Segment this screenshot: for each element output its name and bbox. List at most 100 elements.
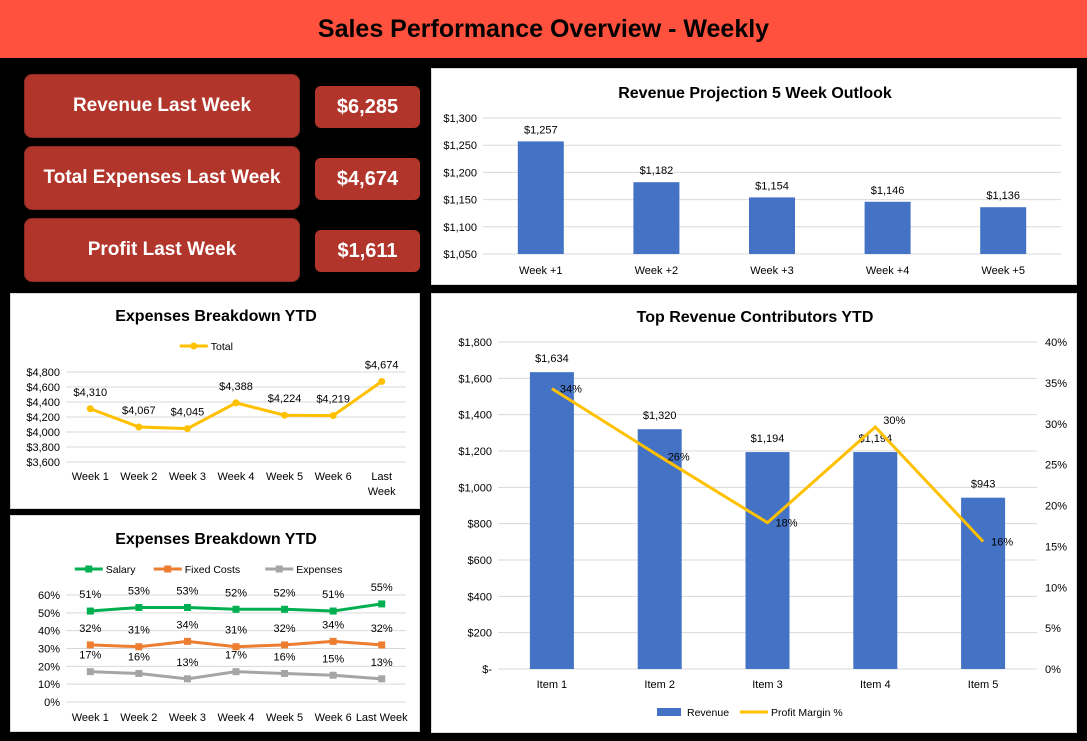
x-tick-label: Week 6 [315, 471, 352, 483]
y-tick-label: $1,200 [458, 446, 492, 458]
chart-title: Expenses Breakdown YTD [115, 531, 317, 548]
data-label: 18% [776, 518, 798, 530]
profit-margin-line [551, 387, 985, 543]
data-label: 55% [371, 582, 393, 594]
chart-title: Top Revenue Contributors YTD [637, 309, 874, 326]
y-tick-label: $4,800 [26, 367, 60, 379]
data-label: 53% [128, 585, 150, 597]
expenses-percent-svg: Expenses Breakdown YTD 0% 10% 20% 30% 40% 50% 6… [38, 531, 408, 724]
data-label: $4,388 [219, 381, 253, 393]
y-tick-label: $1,800 [458, 337, 492, 349]
x-tick-label: Week 4 [217, 471, 254, 483]
kpi-profit-label: Profit Last Week [24, 218, 300, 282]
data-label: 13% [176, 657, 198, 669]
kpi-expenses-value: $4,674 [315, 158, 420, 200]
y2-tick-label: 25% [1045, 460, 1067, 472]
bar [633, 182, 680, 254]
y-tick-label: $200 [468, 628, 492, 640]
data-label: $4,045 [171, 407, 205, 419]
data-point [183, 675, 191, 683]
data-point [281, 605, 289, 613]
expenses-percent-chart: Expenses Breakdown YTD 0% 10% 20% 30% 40% 50% 6… [10, 515, 420, 732]
legend-label: Salary [106, 564, 137, 576]
x-tick-label: Week +5 [981, 265, 1025, 277]
data-point [378, 377, 386, 385]
y-tick-label: 20% [38, 661, 60, 673]
data-label: 32% [274, 623, 296, 635]
data-point [329, 607, 337, 615]
kpi-profit-value: $1,611 [315, 230, 420, 272]
x-tick-label: Item 4 [860, 679, 891, 691]
y-tick-label: $4,000 [26, 427, 60, 439]
y-tick-label: 30% [38, 644, 60, 656]
y-tick-label: $1,000 [458, 482, 492, 494]
data-label: 16% [274, 651, 296, 663]
data-point [329, 671, 337, 679]
bar [853, 452, 898, 669]
data-label: 32% [371, 623, 393, 635]
y2-tick-label: 20% [1045, 501, 1067, 513]
dashboard-title: Sales Performance Overview - Weekly [317, 14, 770, 43]
x-tick-label: Week +2 [635, 265, 679, 277]
x-tick-label: Week [368, 486, 396, 498]
data-point [86, 668, 94, 676]
data-label: $1,182 [640, 165, 674, 177]
data-label: 17% [225, 650, 247, 662]
legend-label: Fixed Costs [185, 564, 240, 576]
data-label: 16% [991, 536, 1013, 548]
data-point [183, 603, 191, 611]
y-tick-label: $3,800 [26, 442, 60, 454]
y-tick-label: $4,600 [26, 382, 60, 394]
x-tick-label: Week 5 [266, 471, 303, 483]
y-tick-label: $600 [468, 555, 492, 567]
y2-tick-label: 5% [1045, 623, 1061, 635]
data-point [378, 641, 386, 649]
data-label: 52% [225, 587, 247, 599]
data-label: 13% [371, 657, 393, 669]
data-label: $1,320 [643, 410, 677, 422]
legend-marker-icon [190, 342, 198, 350]
data-label: 34% [176, 619, 198, 631]
data-label: $4,224 [268, 393, 302, 405]
data-label: 52% [274, 587, 296, 599]
y-tick-label: $3,600 [26, 457, 60, 469]
y-tick-label: 60% [38, 590, 60, 602]
data-label: $1,257 [524, 124, 558, 136]
x-tick-label: Week 2 [120, 471, 157, 483]
revenue-projection-svg: Revenue Projection 5 Week Outlook $1,050 $… [443, 85, 1061, 277]
y-tick-label: $1,600 [458, 373, 492, 385]
data-point [281, 641, 289, 649]
data-label: 51% [79, 589, 101, 601]
data-point [135, 643, 143, 651]
chart-title: Revenue Projection 5 Week Outlook [618, 85, 892, 102]
x-tick-label: Week +3 [750, 265, 794, 277]
expenses-total-chart: Expenses Breakdown YTD $3,600 $3,800 $4,000… [10, 293, 420, 509]
data-point [135, 603, 143, 611]
x-tick-label: Week +1 [519, 265, 563, 277]
data-point [281, 669, 289, 677]
y2-tick-label: 15% [1045, 541, 1067, 553]
y-tick-label: $800 [468, 519, 492, 531]
x-tick-label: Week 4 [217, 712, 254, 724]
kpi-revenue-value: $6,285 [315, 86, 420, 128]
bar [529, 372, 574, 669]
data-point [183, 425, 191, 433]
y-tick-label: $1,050 [443, 249, 477, 261]
y2-tick-label: 40% [1045, 337, 1067, 349]
data-label: 26% [668, 451, 690, 463]
x-tick-label: Week 3 [169, 712, 206, 724]
data-point [232, 605, 240, 613]
data-label: 15% [322, 653, 344, 665]
data-label: 31% [128, 625, 150, 637]
data-label: $1,136 [986, 190, 1020, 202]
y2-tick-label: 30% [1045, 419, 1067, 431]
data-point [135, 669, 143, 677]
legend-label: Expenses [296, 564, 342, 576]
data-label: $943 [971, 479, 995, 491]
data-label: $1,154 [755, 180, 789, 192]
revenue-projection-chart: Revenue Projection 5 Week Outlook $1,050 $… [431, 68, 1077, 285]
y-tick-label: 50% [38, 608, 60, 620]
data-label: 17% [79, 650, 101, 662]
y-tick-label: $1,200 [443, 167, 477, 179]
data-label: 30% [883, 415, 905, 427]
